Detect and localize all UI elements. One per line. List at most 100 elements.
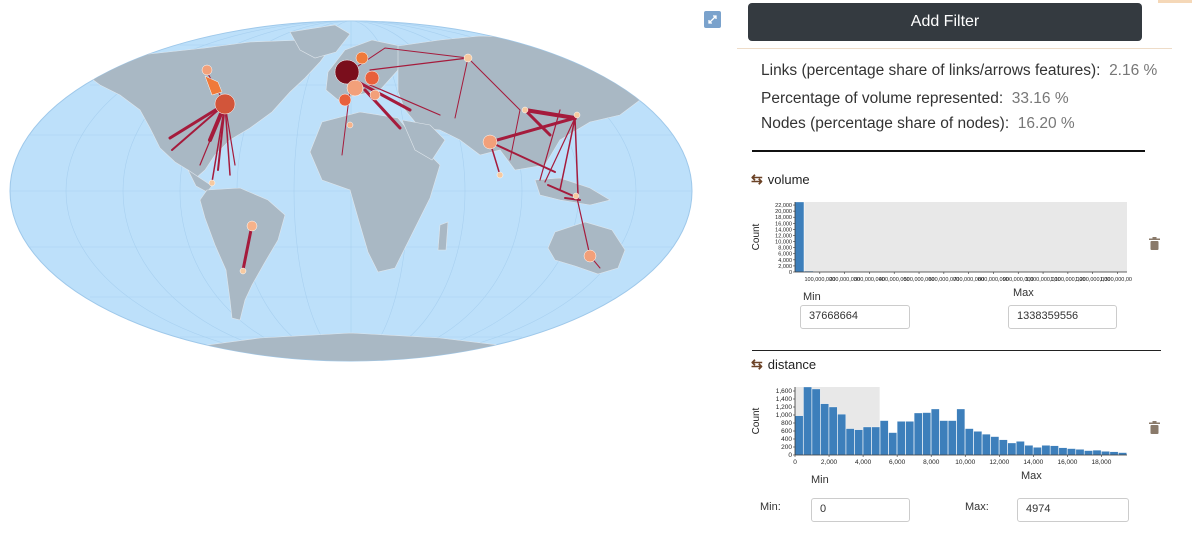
expand-icon [708,15,717,24]
histogram-bar [948,420,957,456]
histogram-bar [922,412,931,456]
histogram-bar [1050,445,1059,456]
delete-distance-filter-icon[interactable] [1149,421,1160,434]
y-tick-label: 600 [781,428,792,435]
madagascar [437,221,449,251]
stat-volume-value: 33.16 % [1011,90,1069,107]
x-tick-label: 0 [793,459,797,466]
histogram-bar [999,439,1008,456]
histogram-bar [837,414,846,456]
histogram-bar [982,434,991,456]
stat-links-label: Links (percentage share of links/arrows … [761,62,1101,79]
histogram-bar [803,386,812,456]
distance-min-input-label: Min: [760,501,781,513]
y-tick-label: 400 [781,436,792,443]
x-tick-label: 18,000 [1092,459,1112,466]
southeast-asia [534,177,611,206]
x-tick-label: 400,000,000 [879,277,910,283]
expand-map-button[interactable] [704,11,721,28]
distance-min-input[interactable]: 0 [811,498,910,522]
stat-nodes-value: 16.20 % [1017,115,1075,132]
y-tick-label: 200 [781,444,792,451]
selected-range[interactable] [804,202,1127,272]
histogram-bar [1084,450,1093,456]
flow-nodes [201,51,597,275]
swap-arrows-icon[interactable]: ⇆ [751,171,763,187]
distance-max-input[interactable]: 4974 [1017,498,1129,522]
filter-panel: Add Filter Links (percentage share of li… [737,0,1192,533]
histogram-bar [1016,441,1025,456]
volume-min-input[interactable]: 37668664 [800,305,910,329]
stat-volume-label: Percentage of volume represented: [761,90,1004,107]
histogram-bar [965,428,974,456]
x-tick-label: 700,000,000 [953,277,984,283]
y-tick-label: 1,600 [776,388,793,395]
swap-arrows-icon[interactable]: ⇆ [751,356,763,372]
histogram-bar [828,406,838,456]
europe [325,39,401,101]
y-tick-label: 14,000 [775,227,792,233]
y-tick-label: 1,000 [776,412,793,419]
volume-max-input[interactable]: 1338359556 [1008,305,1117,329]
histogram-bar [1075,449,1085,456]
stat-nodes-label: Nodes (percentage share of nodes): [761,115,1010,132]
y-tick-label: 8,000 [778,246,792,252]
x-tick-label: 800,000,000 [978,277,1009,283]
distance-max-label: Max [1021,470,1042,482]
distance-filter-title: distance [767,357,817,372]
histogram-bar [931,408,940,456]
y-tick-label: 0 [788,452,792,459]
histogram-bar [939,420,948,456]
y-tick-label: 4,000 [778,258,792,264]
histogram-bar [879,420,889,456]
histogram-bar [845,428,855,456]
volume-min-label: Min [803,291,821,303]
x-tick-label: 12,000 [989,459,1009,466]
x-tick-label: 200,000,000 [829,277,860,283]
histogram-bar [820,403,829,456]
divider [737,48,1172,49]
y-axis-label: Count [751,407,762,434]
x-tick-label: 1,300,000,000 [1100,277,1132,283]
x-tick-label: 1,000,000,000 [1025,277,1060,283]
volume-filter-header[interactable]: ⇆ volume [751,171,810,188]
x-tick-label: 10,000 [955,459,975,466]
y-tick-label: 2,000 [778,264,792,270]
australia [547,221,626,275]
histogram-bar [1058,447,1068,456]
distance-filter-header[interactable]: ⇆ distance [751,356,816,373]
x-tick-label: 500,000,000 [904,277,935,283]
x-tick-label: 8,000 [923,459,940,466]
delete-volume-filter-icon[interactable] [1149,237,1160,250]
histogram-bar [1101,451,1110,456]
x-tick-label: 2,000 [821,459,838,466]
histogram-bar [956,408,966,456]
world-flow-map[interactable] [0,0,700,370]
histogram-bar [914,412,923,456]
x-tick-label: 14,000 [1023,459,1043,466]
x-tick-label: 100,000,000 [805,277,836,283]
add-filter-button[interactable]: Add Filter [748,3,1142,41]
stat-links: Links (percentage share of links/arrows … [761,62,1157,80]
x-tick-label: 1,200,000,000 [1075,277,1110,283]
y-tick-label: 800 [781,420,792,427]
histogram-bar [1033,447,1042,456]
x-tick-label: 900,000,000 [1003,277,1034,283]
stat-volume: Percentage of volume represented: 33.16 … [761,90,1069,108]
y-tick-label: 1,400 [776,396,793,403]
histogram-bar [897,421,906,456]
stat-nodes: Nodes (percentage share of nodes): 16.20… [761,115,1075,133]
histogram-bar [794,415,804,456]
x-tick-label: 300,000,000 [854,277,885,283]
histogram-bar [990,436,1000,456]
central-america [187,169,213,193]
histogram-bar [1067,448,1076,456]
volume-max-label: Max [1013,287,1034,299]
divider [752,350,1161,351]
y-tick-label: 22,000 [775,203,792,209]
greenland [289,24,351,59]
volume-histogram[interactable]: 22,00020,00018,00016,00014,00012,00010,0… [747,195,1132,290]
y-tick-label: 20,000 [775,209,792,215]
x-tick-label: 1,100,000,000 [1050,277,1085,283]
